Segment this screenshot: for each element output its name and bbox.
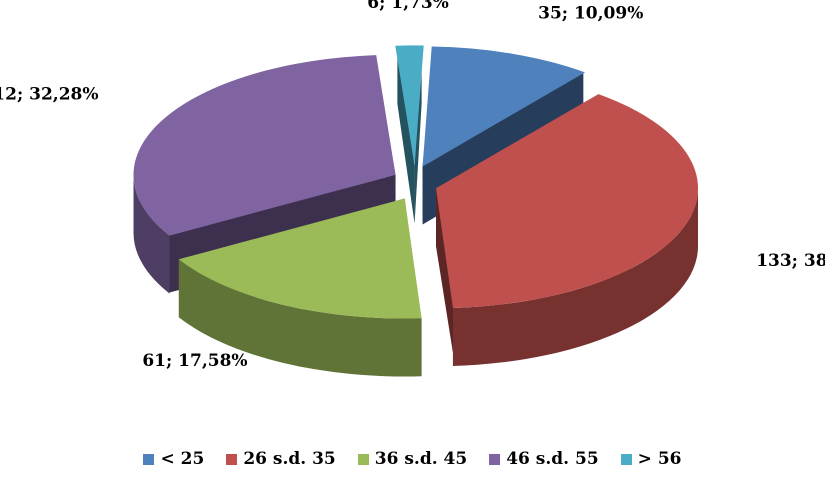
legend-item-46-55: 46 s.d. 55: [489, 449, 599, 469]
data-label: 6; 1,73%: [367, 0, 449, 13]
legend-swatch: [489, 453, 501, 465]
pie-slice: [133, 55, 396, 236]
legend-swatch: [357, 453, 369, 465]
pie-slice: [436, 94, 699, 308]
legend-item-under-25: < 25: [143, 449, 204, 469]
pie-slice: [178, 198, 422, 319]
data-label: 35; 10,09%: [538, 3, 643, 23]
legend-item-36-45: 36 s.d. 45: [357, 449, 468, 469]
data-label: 61; 17,58%: [142, 351, 247, 371]
chart-legend: < 25 26 s.d. 35 36 s.d. 45 46 s.d. 55 > …: [0, 449, 825, 469]
legend-item-over-56: > 56: [620, 449, 682, 469]
legend-label: < 25: [160, 449, 205, 469]
pie-chart: 35; 10,09% 133; 38,33% 61; 17,58% 112; 32,2…: [0, 0, 825, 377]
data-label: 133; 38,33%: [756, 251, 825, 271]
pie-slice: [422, 46, 586, 167]
legend-swatch: [143, 453, 155, 465]
legend-label: 26 s.d. 35: [243, 449, 336, 469]
legend-label: 36 s.d. 45: [374, 449, 468, 469]
legend-item-26-35: 26 s.d. 35: [226, 449, 336, 469]
legend-swatch: [620, 453, 632, 465]
data-label: 112; 32,28%: [0, 84, 99, 104]
legend-label: 46 s.d. 55: [506, 449, 599, 469]
pie-slice: [395, 45, 424, 166]
legend-swatch: [226, 453, 238, 465]
legend-label: > 56: [637, 449, 682, 469]
